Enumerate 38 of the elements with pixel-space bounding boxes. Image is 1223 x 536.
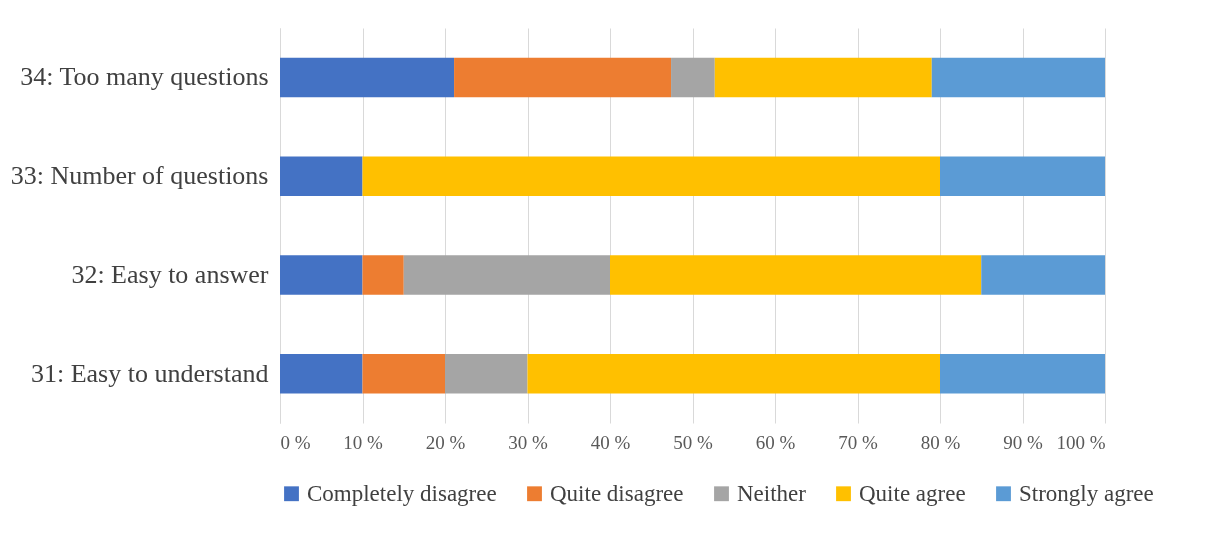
bar bbox=[280, 156, 363, 196]
x-tick-label: 80 % bbox=[920, 431, 961, 453]
bar bbox=[981, 255, 1105, 295]
x-tick-label: 10 % bbox=[343, 431, 383, 453]
y-tick-label: 33: Number of questions bbox=[10, 161, 269, 191]
x-tick-label: 0 % bbox=[280, 431, 311, 453]
bar bbox=[527, 353, 940, 394]
legend-label: Quite disagree bbox=[550, 480, 684, 506]
bar bbox=[280, 353, 363, 394]
legend-label: Completely disagree bbox=[307, 480, 497, 506]
bar bbox=[445, 353, 528, 394]
bar bbox=[940, 353, 1105, 394]
bar bbox=[280, 255, 363, 295]
y-tick-label: 34: Too many questions bbox=[20, 62, 269, 92]
x-tick-label: 100 % bbox=[1056, 431, 1106, 453]
legend-label: Quite agree bbox=[859, 480, 966, 506]
bar bbox=[940, 156, 1105, 196]
x-tick-label: 30 % bbox=[508, 431, 548, 453]
y-tick-label: 31: Easy to understand bbox=[30, 358, 269, 388]
bar bbox=[671, 57, 715, 98]
x-tick-label: 20 % bbox=[425, 431, 466, 453]
x-tick-label: 70 % bbox=[838, 431, 878, 453]
x-tick-label: 60 % bbox=[755, 431, 796, 453]
bar bbox=[714, 57, 932, 98]
bar bbox=[280, 57, 455, 98]
legend-label: Strongly agree bbox=[1019, 480, 1154, 506]
x-tick-label: 90 % bbox=[1003, 431, 1043, 453]
bar bbox=[454, 57, 672, 98]
bar bbox=[362, 255, 404, 295]
bar bbox=[610, 255, 982, 295]
bar bbox=[362, 353, 445, 394]
legend-label: Neither bbox=[737, 480, 807, 506]
x-tick-label: 40 % bbox=[590, 431, 631, 453]
bar bbox=[931, 57, 1105, 98]
bar bbox=[403, 255, 610, 295]
y-tick-label: 32: Easy to answer bbox=[71, 259, 269, 289]
x-tick-label: 50 % bbox=[673, 431, 713, 453]
bar bbox=[362, 156, 940, 196]
